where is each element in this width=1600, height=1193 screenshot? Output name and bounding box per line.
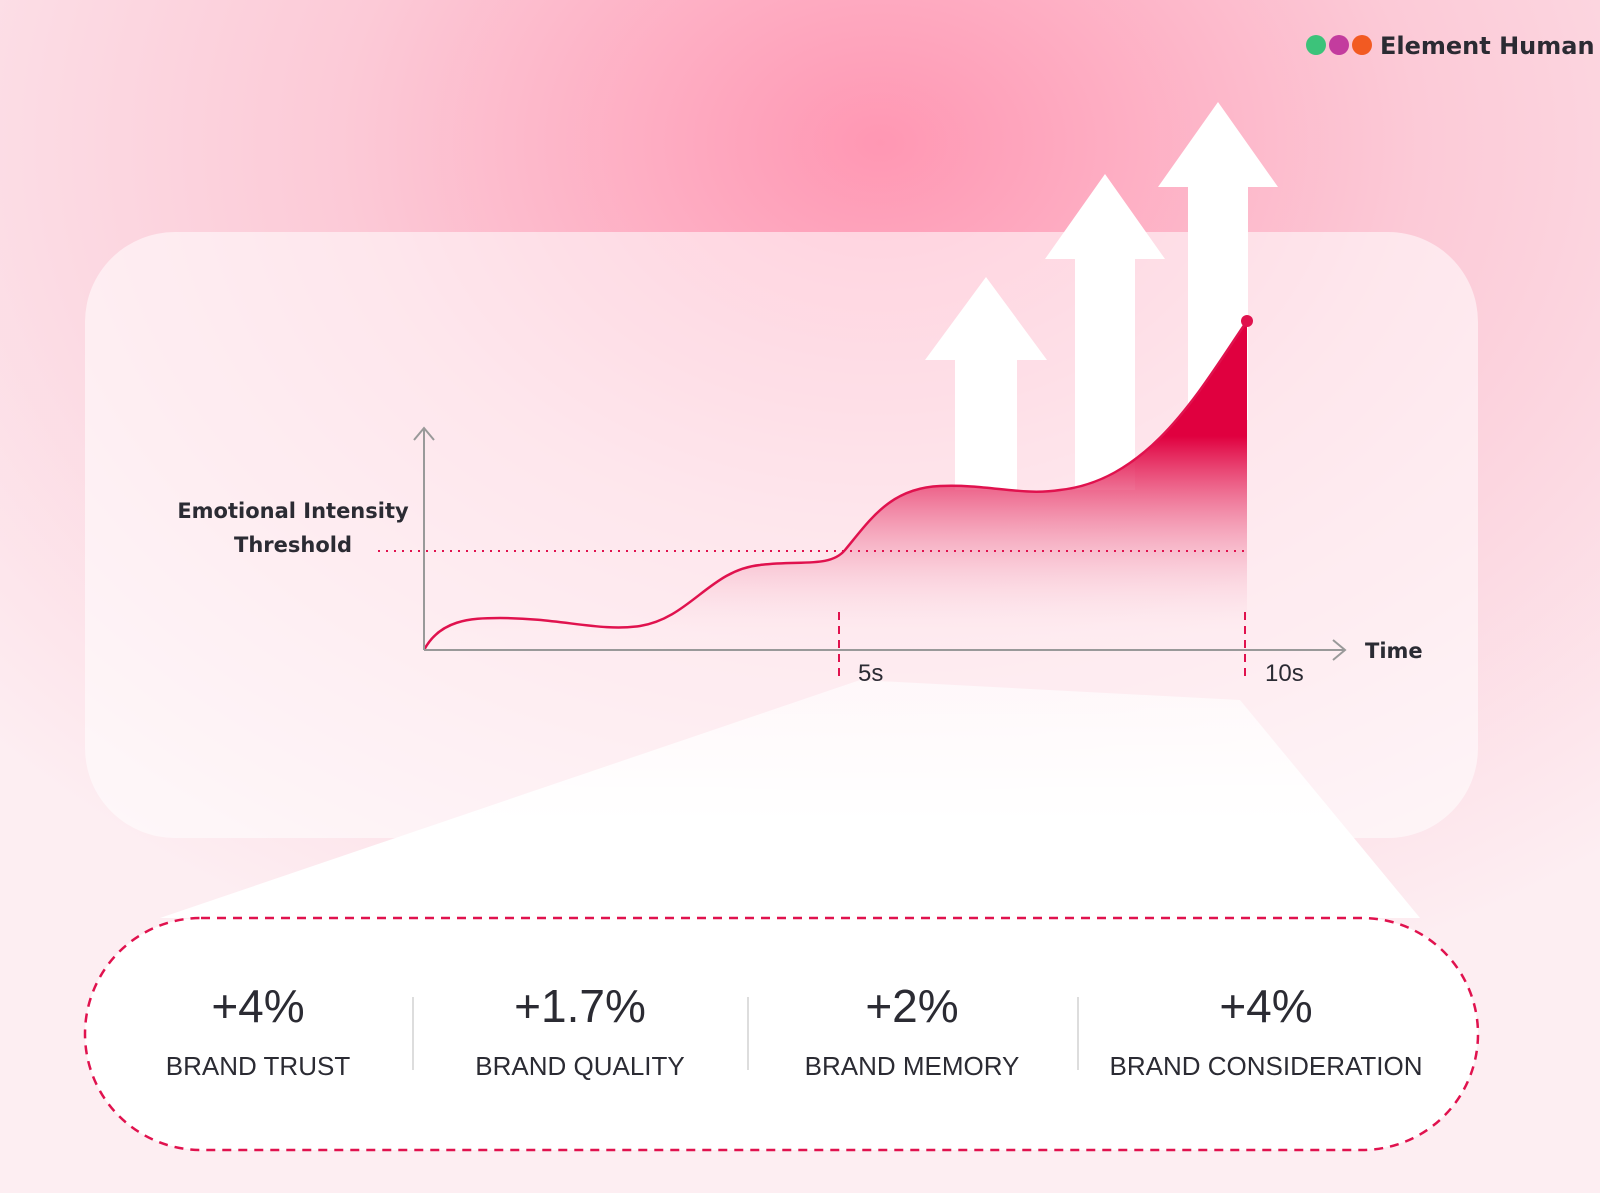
stat-value: +1.7% <box>514 980 646 1032</box>
axes <box>413 426 1347 661</box>
curve-area <box>424 321 1247 650</box>
x-label: Time <box>1365 639 1423 663</box>
y-arrow <box>413 426 435 441</box>
logo: Element Human <box>1306 32 1595 60</box>
x-tick-label: 10s <box>1265 660 1304 687</box>
stats: +4% BRAND TRUST +1.7% BRAND QUALITY +2% BRAND… <box>166 980 1423 1081</box>
logo-dot <box>1306 35 1326 55</box>
arrow <box>1158 102 1278 420</box>
arrow <box>925 277 1047 490</box>
arrows <box>925 102 1278 490</box>
stat-value: +2% <box>865 980 958 1032</box>
stat-label: BRAND TRUST <box>166 1051 351 1081</box>
y-label: Emotional Intensity <box>177 499 409 523</box>
arrow <box>1045 174 1165 490</box>
stat-label: BRAND CONSIDERATION <box>1110 1051 1423 1081</box>
stats-pill <box>83 916 1480 1152</box>
stat-value: +4% <box>1219 980 1312 1032</box>
end-dot <box>1241 315 1253 327</box>
logo-dot <box>1352 35 1372 55</box>
logo-dot <box>1329 35 1349 55</box>
x-tick-label: 5s <box>858 660 883 687</box>
funnel <box>160 680 1420 918</box>
stat-label: BRAND QUALITY <box>475 1051 685 1081</box>
x-arrow <box>1332 639 1347 661</box>
curve <box>422 320 1249 651</box>
y-label: Threshold <box>234 533 352 557</box>
stat-label: BRAND MEMORY <box>805 1051 1020 1081</box>
stat-value: +4% <box>211 980 304 1032</box>
logo-text: Element Human <box>1380 32 1595 60</box>
